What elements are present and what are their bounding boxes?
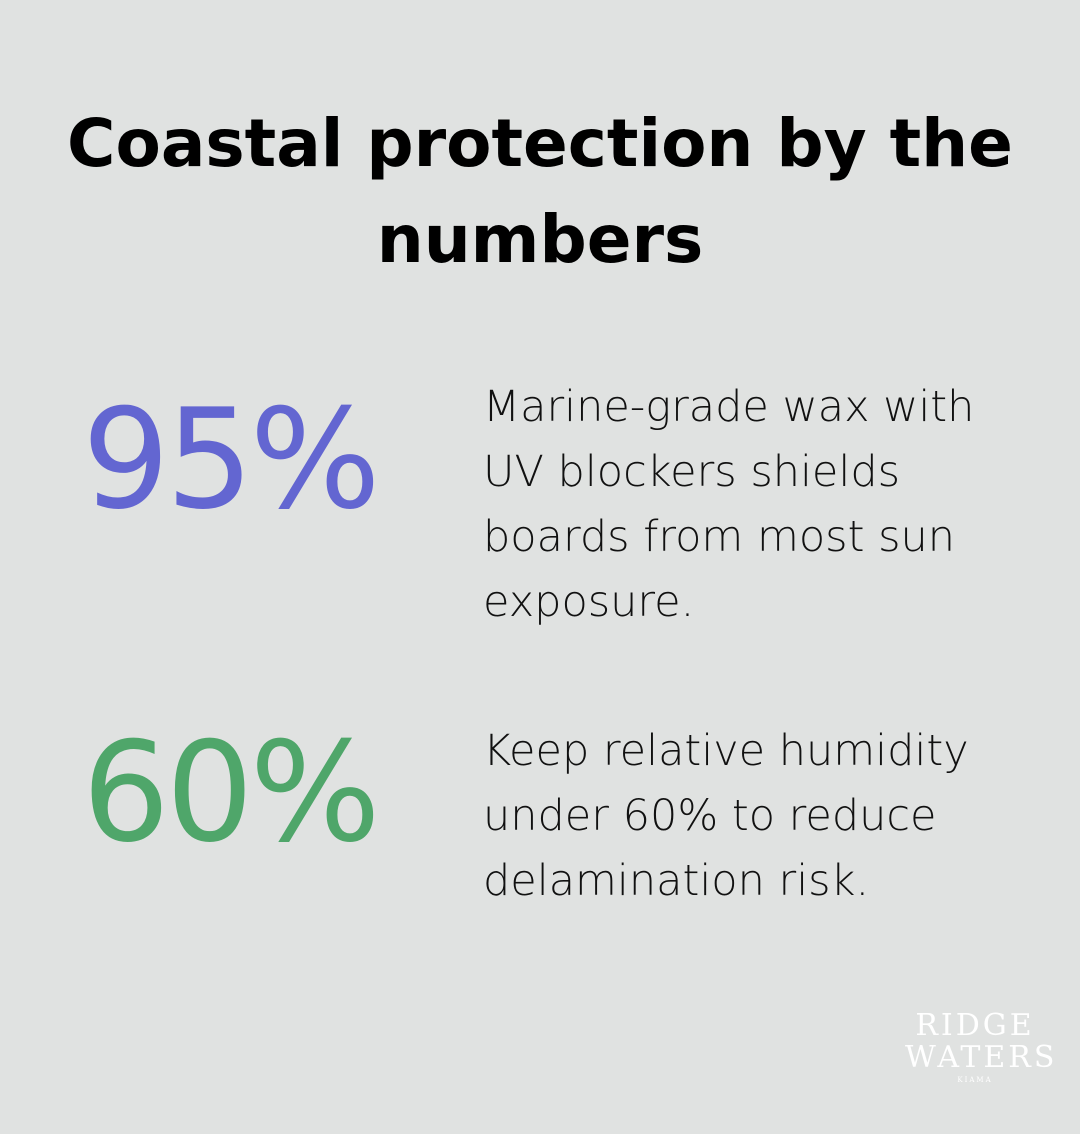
page-title: Coastal protection by the numbers bbox=[67, 105, 1013, 278]
logo-line-3: KIAMA bbox=[957, 1076, 993, 1084]
logo-line-1: RIDGE bbox=[915, 1008, 1035, 1043]
logo-line-2: WATERS bbox=[905, 1040, 1058, 1075]
stat-description-uv: Marine-grade wax with UV blockers shield… bbox=[483, 382, 975, 627]
stat-value-humidity: 60% bbox=[82, 712, 381, 873]
brand-logo: RIDGE WATERS KIAMA bbox=[905, 1008, 1058, 1085]
stat-value-uv: 95% bbox=[82, 379, 381, 540]
stat-description-humidity: Keep relative humidity under 60% to redu… bbox=[483, 726, 969, 906]
